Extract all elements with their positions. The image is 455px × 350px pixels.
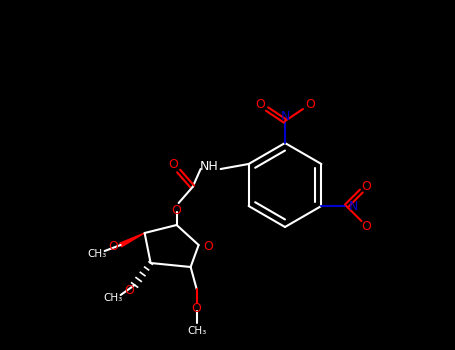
- Text: CH₃: CH₃: [103, 293, 122, 303]
- Text: O: O: [125, 284, 135, 296]
- Text: O: O: [361, 219, 371, 232]
- Text: CH₃: CH₃: [87, 249, 106, 259]
- Text: O: O: [109, 240, 119, 253]
- Text: N: N: [349, 199, 358, 212]
- Text: O: O: [255, 98, 265, 111]
- Polygon shape: [120, 233, 145, 247]
- Text: N: N: [280, 111, 290, 124]
- Text: CH₃: CH₃: [187, 326, 206, 336]
- Text: O: O: [305, 98, 315, 111]
- Text: O: O: [169, 159, 178, 172]
- Text: O: O: [192, 302, 202, 315]
- Text: O: O: [204, 240, 213, 253]
- Text: NH: NH: [199, 161, 218, 174]
- Text: O: O: [172, 204, 182, 217]
- Text: O: O: [361, 180, 371, 193]
